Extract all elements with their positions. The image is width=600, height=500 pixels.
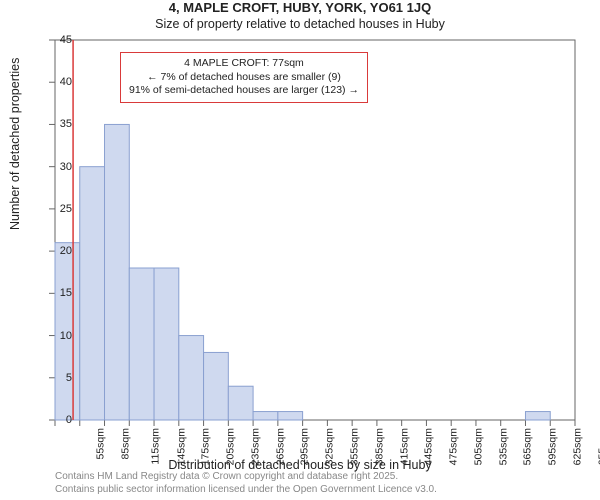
x-tick-label: 625sqm	[571, 428, 583, 465]
x-tick-label: 445sqm	[423, 428, 435, 465]
x-tick-label: 235sqm	[249, 428, 261, 465]
footnote-line-2: Contains public sector information licen…	[55, 484, 590, 497]
x-tick-label: 205sqm	[225, 428, 237, 465]
x-tick-label: 475sqm	[447, 428, 459, 465]
x-tick-label: 265sqm	[274, 428, 286, 465]
x-tick-label: 385sqm	[373, 428, 385, 465]
histogram-bar	[80, 167, 105, 420]
annotation-line: 4 MAPLE CROFT: 77sqm	[129, 57, 359, 71]
x-tick-label: 535sqm	[497, 428, 509, 465]
y-tick-label: 20	[48, 245, 72, 257]
x-tick-label: 85sqm	[120, 428, 132, 460]
histogram-bar	[179, 336, 204, 420]
histogram-bar	[129, 268, 154, 420]
x-tick-label: 415sqm	[398, 428, 410, 465]
chart-area: 4 MAPLE CROFT: 77sqm← 7% of detached hou…	[55, 40, 575, 420]
annotation-box: 4 MAPLE CROFT: 77sqm← 7% of detached hou…	[120, 52, 368, 103]
y-tick-label: 25	[48, 203, 72, 215]
histogram-bar	[204, 352, 229, 420]
x-tick-label: 325sqm	[324, 428, 336, 465]
annotation-line: 91% of semi-detached houses are larger (…	[129, 84, 359, 98]
page-subtitle: Size of property relative to detached ho…	[0, 17, 600, 31]
x-tick-label: 115sqm	[149, 428, 161, 465]
footnote: Contains HM Land Registry data © Crown c…	[55, 471, 590, 496]
y-axis-label: Number of detached properties	[8, 58, 22, 230]
y-tick-label: 10	[48, 330, 72, 342]
x-tick-label: 55sqm	[95, 428, 107, 460]
histogram-bar	[105, 124, 130, 420]
y-tick-label: 15	[48, 287, 72, 299]
page-title: 4, MAPLE CROFT, HUBY, YORK, YO61 1JQ	[0, 0, 600, 15]
y-tick-label: 5	[48, 372, 72, 384]
x-tick-label: 595sqm	[546, 428, 558, 465]
x-tick-label: 565sqm	[522, 428, 534, 465]
x-tick-label: 355sqm	[348, 428, 360, 465]
annotation-line: ← 7% of detached houses are smaller (9)	[129, 71, 359, 85]
x-tick-label: 655sqm	[596, 428, 600, 465]
y-tick-label: 40	[48, 76, 72, 88]
histogram-bar	[154, 268, 179, 420]
footnote-line-1: Contains HM Land Registry data © Crown c…	[55, 471, 590, 484]
histogram-bar	[253, 412, 278, 420]
x-tick-label: 175sqm	[200, 428, 212, 465]
x-tick-label: 295sqm	[299, 428, 311, 465]
histogram-bar	[228, 386, 253, 420]
y-tick-label: 30	[48, 161, 72, 173]
y-tick-label: 0	[48, 414, 72, 426]
histogram-bar	[525, 412, 550, 420]
histogram-bar	[278, 412, 303, 420]
x-tick-label: 145sqm	[175, 428, 187, 465]
y-tick-label: 35	[48, 118, 72, 130]
y-tick-label: 45	[48, 34, 72, 46]
x-tick-label: 505sqm	[472, 428, 484, 465]
